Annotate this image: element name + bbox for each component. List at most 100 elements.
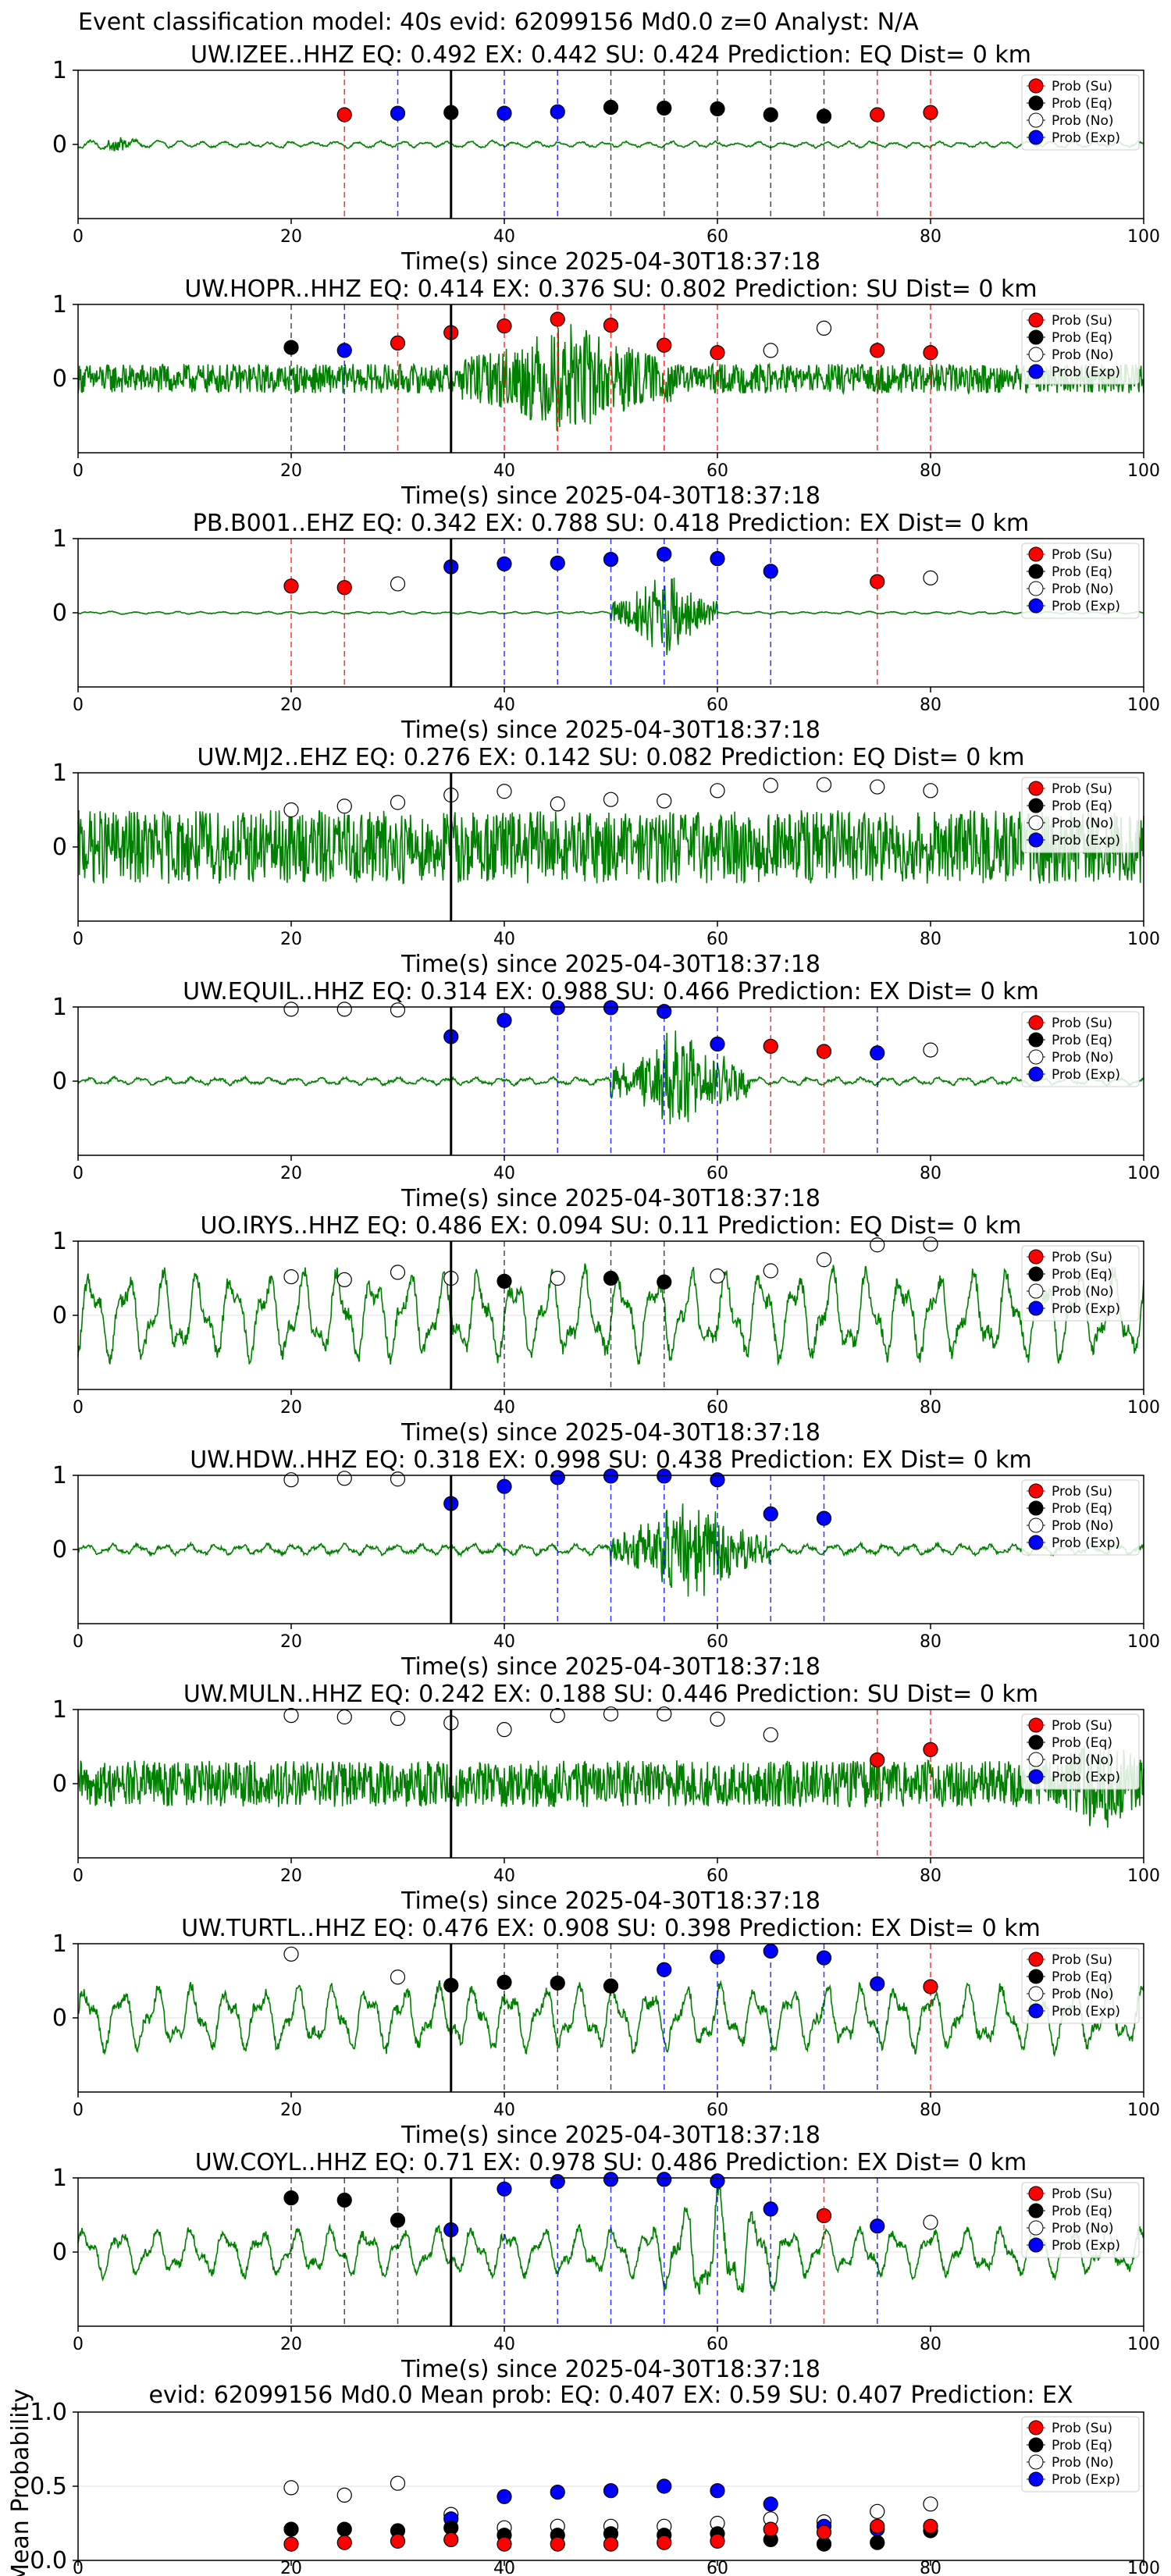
prob-marker-exp bbox=[870, 1045, 885, 1061]
x-tick-label: 60 bbox=[707, 930, 728, 949]
waveform-panel: UW.COYL..HHZ EQ: 0.71 EX: 0.978 SU: 0.48… bbox=[52, 2149, 1160, 2383]
legend-label: Prob (No) bbox=[1052, 347, 1114, 363]
legend-label: Prob (Su) bbox=[1052, 1016, 1112, 1031]
x-tick-label: 0 bbox=[73, 696, 84, 715]
legend-marker-exp bbox=[1028, 1300, 1044, 1316]
prob-marker-exp bbox=[763, 1506, 778, 1522]
x-axis-label: Time(s) since 2025-04-30T18:37:18 bbox=[400, 1185, 820, 1212]
mean-point-exp bbox=[603, 2483, 619, 2499]
x-tick-label: 60 bbox=[707, 2101, 728, 2120]
legend-label: Prob (Exp) bbox=[1052, 2238, 1120, 2254]
prob-marker-no bbox=[550, 1270, 565, 1286]
prob-marker-su bbox=[923, 1979, 938, 1994]
prob-marker-eq bbox=[283, 2190, 299, 2206]
prob-marker-no bbox=[710, 1711, 725, 1727]
prob-marker-eq bbox=[657, 100, 672, 116]
waveform-trace bbox=[77, 809, 1144, 884]
prob-marker-exp bbox=[497, 1012, 512, 1028]
prob-marker-no bbox=[283, 1268, 299, 1285]
x-tick-label: 0 bbox=[73, 1164, 84, 1183]
prob-marker-su bbox=[816, 1044, 832, 1059]
y-tick-label: 1 bbox=[52, 525, 67, 553]
x-tick-label: 20 bbox=[280, 2335, 302, 2354]
legend-box bbox=[1021, 1948, 1140, 2024]
prob-marker-no bbox=[390, 1969, 406, 1985]
prob-marker-no bbox=[870, 779, 885, 795]
legend-marker-eq bbox=[1028, 564, 1044, 579]
prob-marker-exp bbox=[390, 105, 406, 121]
legend-box bbox=[1021, 2416, 1140, 2492]
y-tick-label: 1 bbox=[52, 760, 67, 787]
legend-box bbox=[1021, 1011, 1140, 1087]
prob-marker-exp bbox=[497, 1478, 512, 1494]
legend-label: Prob (Eq) bbox=[1052, 1501, 1112, 1517]
x-axis-label: Time(s) since 2025-04-30T18:37:18 bbox=[400, 1653, 820, 1681]
x-tick-label: 40 bbox=[493, 461, 515, 481]
legend-box bbox=[1021, 1479, 1140, 1556]
legend-marker-no bbox=[1028, 1986, 1044, 2001]
y-tick-label: 1 bbox=[52, 994, 67, 1021]
x-tick-label: 20 bbox=[280, 1164, 302, 1183]
legend-label: Prob (Eq) bbox=[1052, 1969, 1112, 1985]
x-tick-label: 80 bbox=[920, 2559, 941, 2576]
y-tick-label: 1 bbox=[52, 2165, 67, 2192]
mean-point-exp bbox=[497, 2489, 512, 2504]
x-axis-label: Time(s) since 2025-04-30T18:37:18 bbox=[400, 1888, 820, 1915]
prob-marker-exp bbox=[550, 555, 565, 571]
legend-marker-eq bbox=[1028, 2203, 1044, 2218]
legend-marker-su bbox=[1028, 1952, 1044, 1967]
prob-marker-su bbox=[336, 580, 352, 596]
waveform-trace bbox=[77, 1030, 1144, 1125]
legend-label: Prob (Exp) bbox=[1052, 599, 1120, 614]
legend-label: Prob (Exp) bbox=[1052, 2472, 1120, 2488]
legend-marker-no bbox=[1028, 1517, 1044, 1533]
y-tick-label: 0 bbox=[52, 1536, 67, 1564]
prob-marker-eq bbox=[390, 2212, 406, 2228]
prob-marker-su bbox=[763, 1038, 778, 1054]
x-tick-label: 100 bbox=[1127, 227, 1160, 247]
mean-panel-title: evid: 62099156 Md0.0 Mean prob: EQ: 0.40… bbox=[148, 2382, 1073, 2409]
legend-label: Prob (No) bbox=[1052, 2221, 1114, 2236]
x-tick-label: 80 bbox=[920, 227, 941, 247]
prob-marker-exp bbox=[657, 2172, 672, 2187]
mean-point-eq bbox=[336, 2521, 352, 2537]
panel-title: UO.IRYS..HHZ EQ: 0.486 EX: 0.094 SU: 0.1… bbox=[201, 1212, 1022, 1240]
legend-marker-su bbox=[1028, 781, 1044, 796]
x-tick-label: 80 bbox=[920, 1866, 941, 1886]
legend-label: Prob (Su) bbox=[1052, 2421, 1112, 2436]
prob-marker-exp bbox=[550, 2174, 565, 2190]
legend-marker-no bbox=[1028, 347, 1044, 362]
legend-label: Prob (Su) bbox=[1052, 79, 1112, 94]
x-axis-label: Time(s) since 2025-04-30T18:37:18 bbox=[400, 1419, 820, 1446]
mean-point-no bbox=[336, 2487, 352, 2503]
waveform-panel: UW.HDW..HHZ EQ: 0.318 EX: 0.998 SU: 0.43… bbox=[52, 1446, 1160, 1681]
x-tick-label: 60 bbox=[707, 1398, 728, 1418]
prob-marker-exp bbox=[603, 1468, 619, 1484]
x-axis-label: Time(s) since 2025-04-30T18:37:18 bbox=[400, 951, 820, 978]
legend-marker-eq bbox=[1028, 798, 1044, 813]
prob-marker-no bbox=[870, 1237, 885, 1253]
waveform-panel: PB.B001..EHZ EQ: 0.342 EX: 0.788 SU: 0.4… bbox=[52, 510, 1160, 744]
x-tick-label: 80 bbox=[920, 1398, 941, 1418]
mean-point-su bbox=[657, 2535, 672, 2550]
prob-marker-eq bbox=[710, 101, 725, 116]
x-tick-label: 20 bbox=[280, 696, 302, 715]
x-tick-label: 20 bbox=[280, 930, 302, 949]
waveform-trace bbox=[77, 137, 1144, 151]
prob-marker-no bbox=[550, 1708, 565, 1724]
x-tick-label: 60 bbox=[707, 1632, 728, 1652]
prob-marker-eq bbox=[283, 340, 299, 355]
prob-marker-exp bbox=[603, 2172, 619, 2187]
prob-marker-no bbox=[336, 1471, 352, 1486]
prob-marker-no bbox=[923, 1042, 938, 1058]
prob-marker-no bbox=[283, 1708, 299, 1724]
prob-marker-no bbox=[657, 1706, 672, 1722]
prob-marker-exp bbox=[710, 1036, 725, 1052]
legend-label: Prob (Su) bbox=[1052, 2186, 1112, 2202]
prob-marker-exp bbox=[497, 105, 512, 121]
legend-label: Prob (Eq) bbox=[1052, 2438, 1112, 2453]
figure-suptitle: Event classification model: 40s evid: 62… bbox=[78, 9, 919, 36]
x-tick-label: 60 bbox=[707, 227, 728, 247]
legend-marker-exp bbox=[1028, 2003, 1044, 2019]
mean-point-su bbox=[763, 2521, 778, 2537]
